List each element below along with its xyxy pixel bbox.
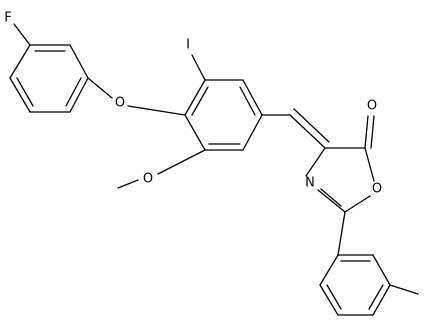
atom-label: O <box>367 99 377 114</box>
atom-label: I <box>186 38 190 53</box>
atom-labels: F I O O N O O <box>4 11 382 197</box>
atom-label: O <box>115 96 125 111</box>
atom-label: F <box>4 11 11 26</box>
bonds <box>9 23 419 316</box>
atom-label: O <box>143 172 153 187</box>
atom-label: N <box>305 176 315 191</box>
atom-label: O <box>372 182 382 197</box>
